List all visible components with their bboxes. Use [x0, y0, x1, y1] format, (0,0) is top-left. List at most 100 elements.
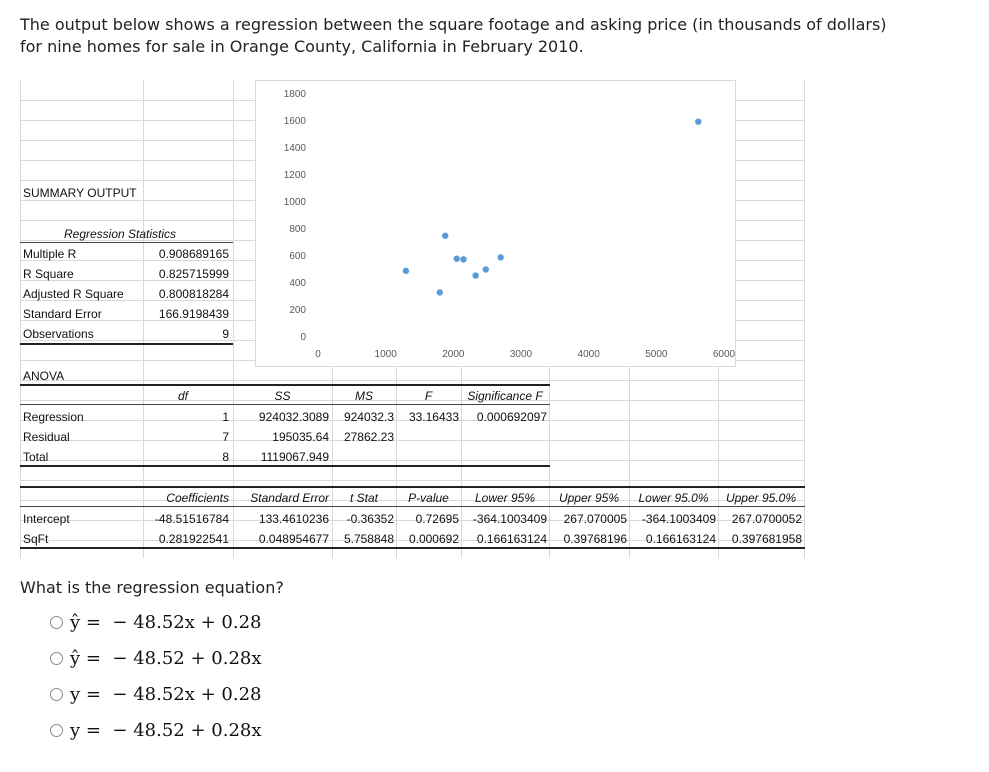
data-point [442, 232, 449, 239]
stat-value: 166.9198439 [158, 307, 229, 321]
x-tick-label: 2000 [442, 349, 465, 360]
answer-option-text: y = − 48.52 + 0.28x [70, 719, 262, 741]
answer-option-3[interactable]: y = − 48.52x + 0.28 [50, 680, 310, 708]
anova-f: 33.16433 [408, 410, 459, 424]
coef-value: 267.070005 [563, 512, 627, 526]
coef-value: 0.39768196 [563, 532, 627, 546]
coef-value: -0.36352 [346, 512, 394, 526]
anova-header-df: df [178, 389, 189, 403]
radio-button-icon[interactable] [50, 723, 63, 737]
answer-option-text: y = − 48.52x + 0.28 [70, 683, 262, 705]
y-tick-label: 0 [300, 332, 306, 343]
answer-option-text: ŷ = − 48.52 + 0.28x [70, 647, 262, 669]
coef-value: 5.758848 [343, 532, 394, 546]
anova-title: ANOVA [23, 369, 65, 383]
coef-value: -364.1003409 [641, 512, 716, 526]
data-point [497, 254, 504, 261]
stat-label: Observations [23, 327, 94, 341]
stat-value: 0.800818284 [158, 287, 229, 301]
coef-value: 133.4610236 [258, 512, 329, 526]
anova-ms: 924032.3 [343, 410, 394, 424]
data-point [695, 118, 702, 125]
radio-button-icon[interactable] [50, 615, 63, 629]
question-text: What is the regression equation? [20, 578, 284, 597]
stat-label: Standard Error [23, 307, 102, 321]
scatter-plot-svg: 0 200 400 600 800 1000 1200 1400 1600 1800 0 1000 20… [284, 89, 736, 360]
y-tick-label: 800 [289, 224, 306, 235]
coef-value: 0.166163124 [645, 532, 716, 546]
coef-header: t Stat [349, 491, 378, 505]
coef-value: 0.000692 [408, 532, 459, 546]
anova-df: 7 [222, 430, 229, 444]
x-tick-label: 5000 [645, 349, 668, 360]
intro-text: The output below shows a regression betw… [20, 14, 920, 58]
anova-ss: 924032.3089 [258, 410, 329, 424]
anova-row-label: Total [23, 450, 49, 464]
y-tick-label: 400 [289, 278, 306, 289]
y-tick-label: 1600 [284, 116, 307, 127]
anova-ms: 27862.23 [343, 430, 394, 444]
y-tick-label: 1200 [284, 170, 307, 181]
stat-label: R Square [23, 267, 74, 281]
coef-value: -364.1003409 [472, 512, 547, 526]
data-point [472, 272, 479, 279]
coef-header: Standard Error [250, 491, 329, 505]
scatter-chart: 0 200 400 600 800 1000 1200 1400 1600 1800 0 1000 20… [255, 80, 736, 367]
anova-header-ss: SS [274, 389, 291, 403]
anova-row-label: Regression [23, 410, 84, 424]
stat-label: Multiple R [23, 247, 77, 261]
radio-button-icon[interactable] [50, 651, 63, 665]
coef-value: 0.397681958 [731, 532, 802, 546]
coef-value: 0.72695 [415, 512, 459, 526]
x-tick-label: 1000 [375, 349, 398, 360]
intro-line-1: The output below shows a regression betw… [20, 15, 887, 34]
anova-ss: 1119067.949 [260, 450, 329, 464]
data-point [436, 289, 443, 296]
y-tick-label: 1800 [284, 89, 307, 100]
data-point [453, 255, 460, 262]
x-tick-label: 0 [315, 349, 321, 360]
data-point [482, 266, 490, 273]
x-tick-label: 6000 [713, 349, 736, 360]
answer-option-text: ŷ = − 48.52x + 0.28 [70, 611, 262, 633]
regression-output-sheet: SUMMARY OUTPUT Regression Statistics Mul… [20, 80, 805, 558]
anova-df: 8 [222, 450, 229, 464]
anova-ss: 195035.64 [272, 430, 329, 444]
stat-value: 0.908689165 [158, 247, 229, 261]
coef-header: Upper 95.0% [725, 491, 797, 505]
answer-option-4[interactable]: y = − 48.52 + 0.28x [50, 716, 310, 744]
stat-value: 0.825715999 [158, 267, 229, 281]
coef-header: Lower 95.0% [638, 491, 709, 505]
stat-value: 9 [222, 327, 229, 341]
coef-header: P-value [408, 491, 449, 505]
coef-row-label: Intercept [23, 512, 70, 526]
anova-row-label: Residual [23, 430, 70, 444]
y-tick-label: 600 [289, 251, 306, 262]
coef-value: 0.166163124 [476, 532, 547, 546]
coef-header: Coefficients [166, 491, 229, 505]
coef-header: Upper 95% [558, 491, 620, 505]
x-tick-label: 3000 [510, 349, 533, 360]
coef-header: Lower 95% [474, 491, 536, 505]
intro-line-2: for nine homes for sale in Orange County… [20, 37, 584, 56]
coef-value: -48.51516784 [154, 512, 229, 526]
coef-value: 0.281922541 [158, 532, 229, 546]
stat-label: Adjusted R Square [23, 287, 124, 301]
coef-row-label: SqFt [23, 532, 49, 546]
answer-option-2[interactable]: ŷ = − 48.52 + 0.28x [50, 644, 310, 672]
data-point [402, 267, 410, 275]
anova-significance: 0.000692097 [476, 410, 547, 424]
anova-header-significance-f: Significance F [467, 389, 543, 403]
regression-statistics-header: Regression Statistics [64, 227, 177, 241]
answer-option-1[interactable]: ŷ = − 48.52x + 0.28 [50, 608, 310, 636]
coef-value: 267.0700052 [731, 512, 802, 526]
radio-button-icon[interactable] [50, 687, 63, 701]
data-point [460, 256, 467, 263]
y-tick-label: 200 [289, 305, 306, 316]
coef-value: 0.048954677 [258, 532, 329, 546]
anova-header-f: F [424, 389, 433, 403]
summary-title: SUMMARY OUTPUT [23, 186, 137, 200]
anova-df: 1 [222, 410, 229, 424]
y-tick-label: 1400 [284, 143, 307, 154]
anova-header-ms: MS [355, 389, 373, 403]
